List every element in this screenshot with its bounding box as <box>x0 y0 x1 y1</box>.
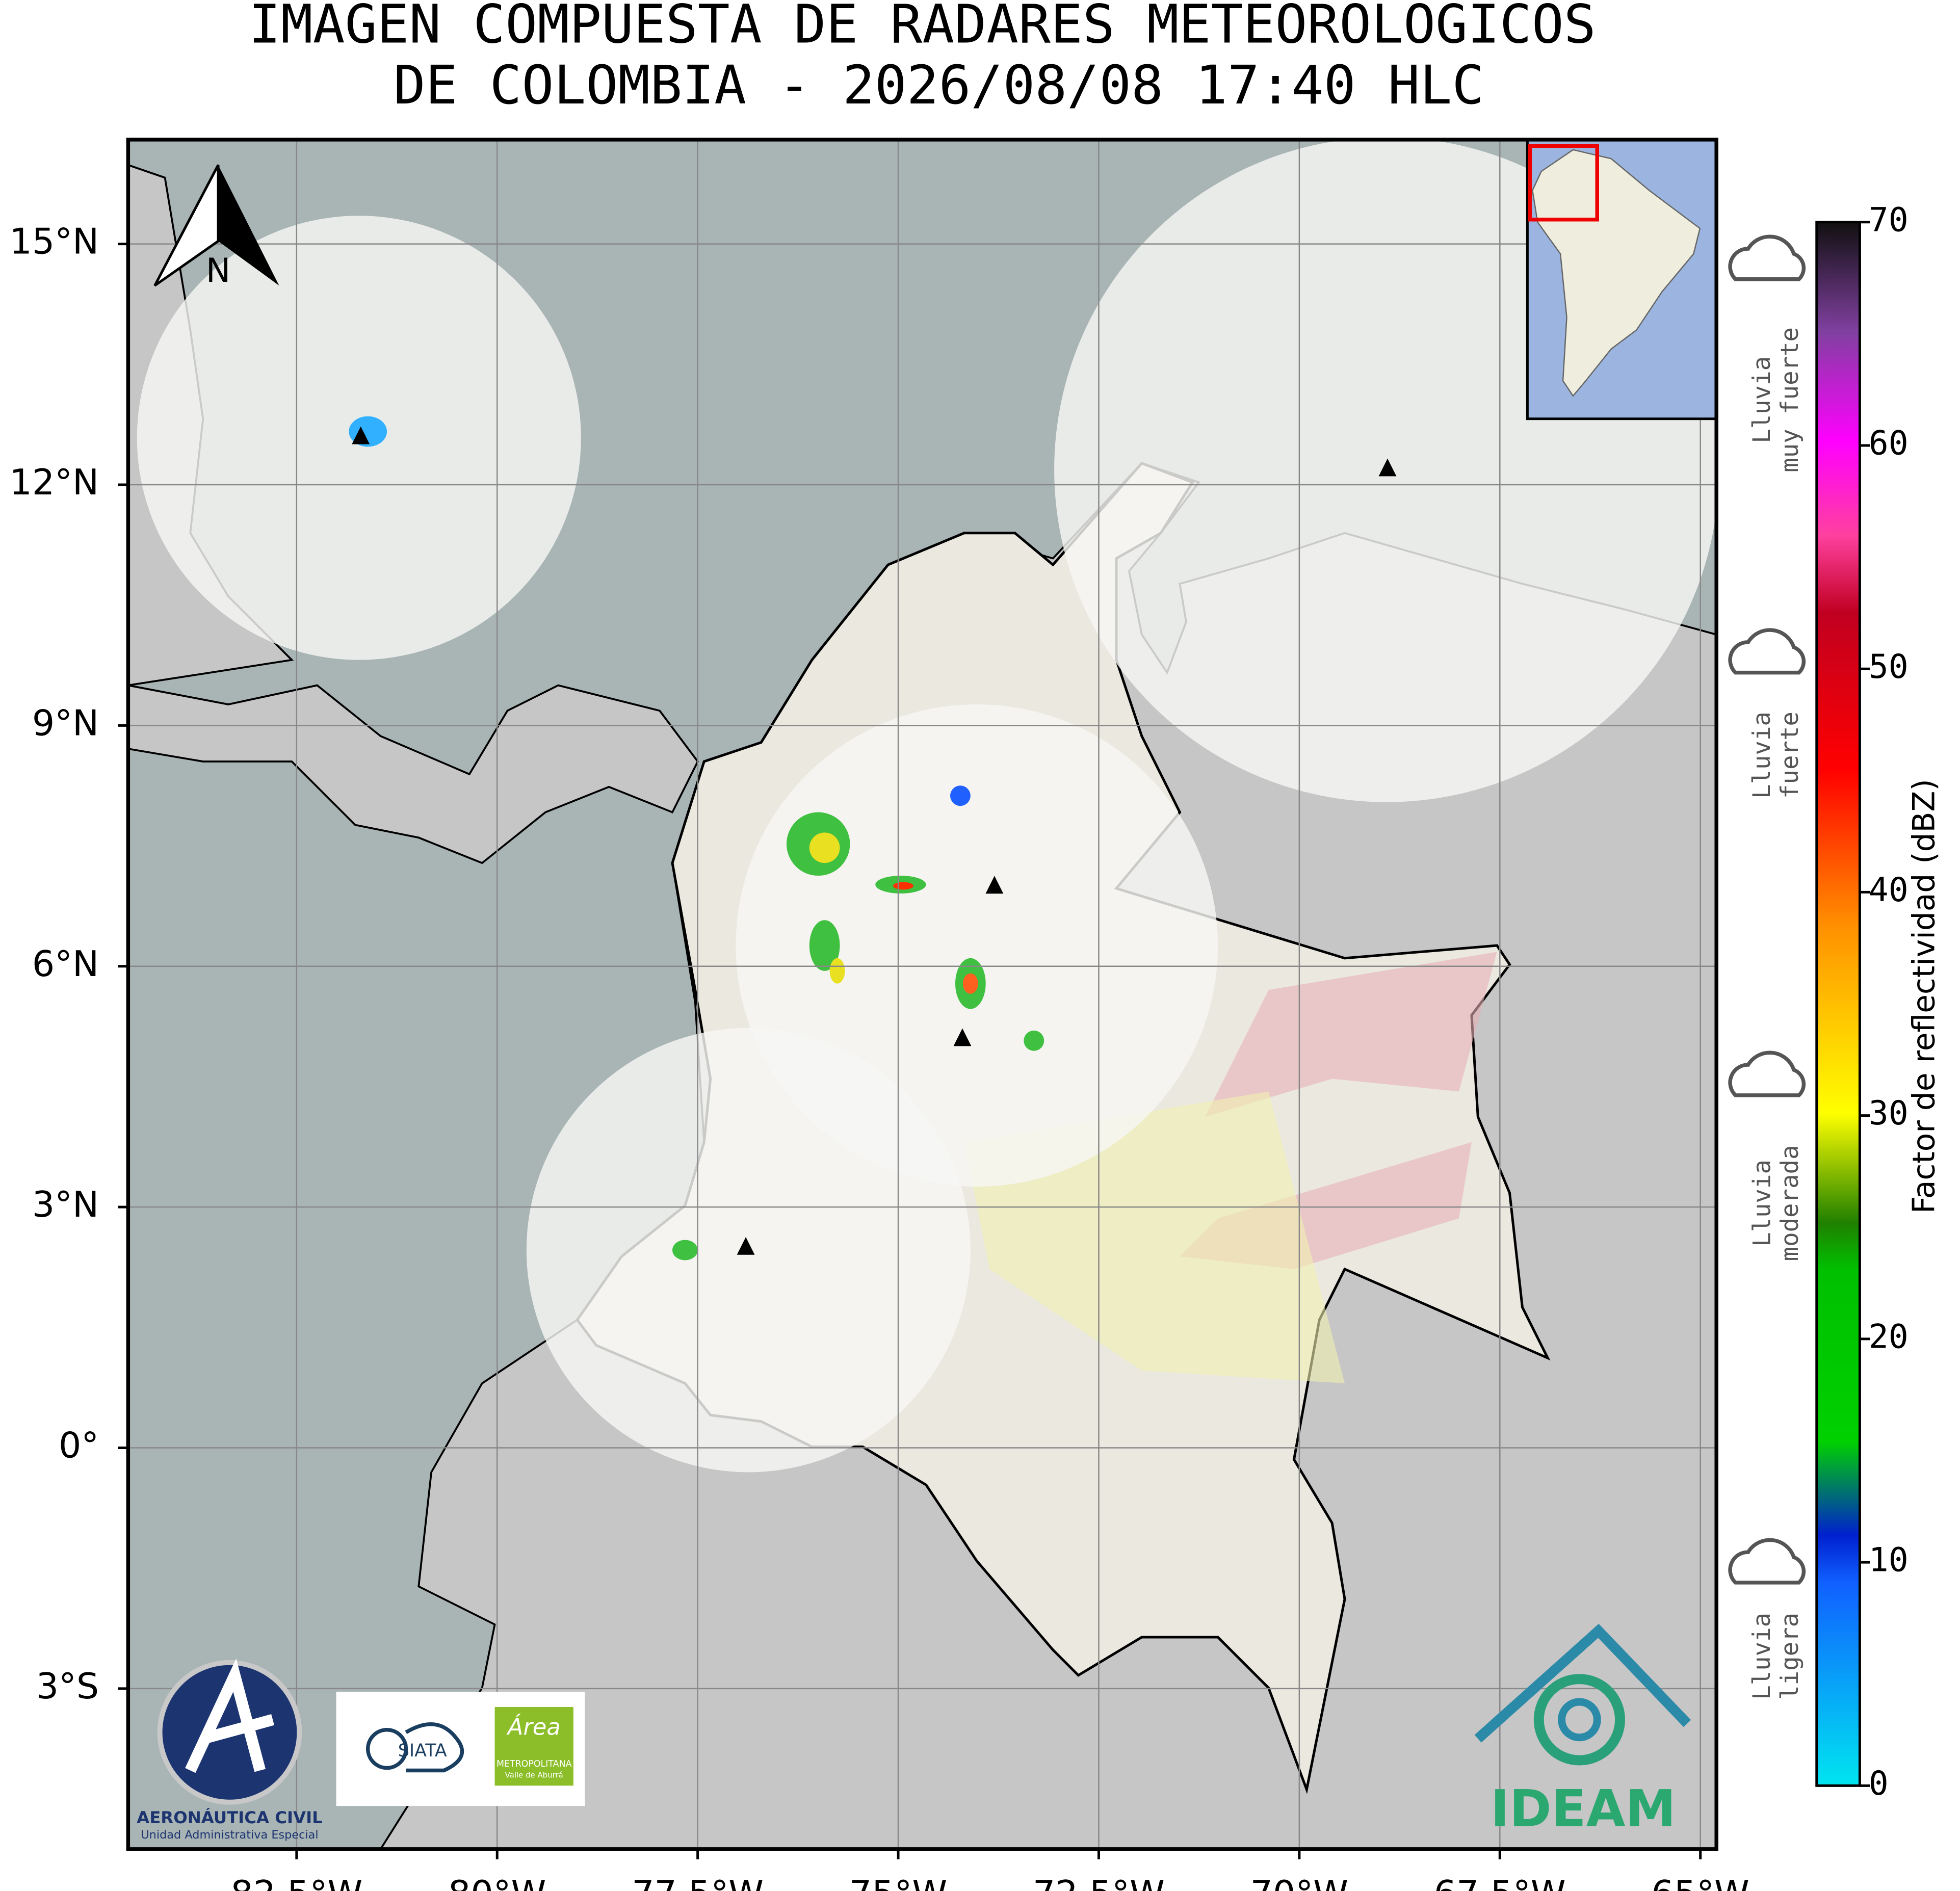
title-line: DE COLOMBIA - 2026/08/08 17:40 HLC <box>394 54 1484 116</box>
x-tick-label: 80°W <box>448 1873 546 1891</box>
rain-level-label: Lluvia <box>1748 1160 1776 1247</box>
logo-text: METROPOLITANA <box>496 1759 572 1769</box>
rain-icons <box>1728 234 1806 1585</box>
colorbar-tick-label: 30 <box>1869 1094 1909 1133</box>
inset-map <box>1526 139 1717 421</box>
radar-site <box>737 1237 755 1255</box>
title-line: IMAGEN COMPUESTA DE RADARES METEOROLOGIC… <box>249 0 1596 56</box>
x-tick-label: 77.5°W <box>632 1873 764 1891</box>
colorbar-tick-label: 40 <box>1869 871 1909 909</box>
logo-text: Unidad Administrativa Especial <box>141 1828 318 1842</box>
x-tick-label: 65°W <box>1652 1873 1749 1891</box>
map-area <box>128 139 1717 1849</box>
rain-icon <box>1728 1050 1806 1097</box>
rain-icon <box>1728 234 1806 281</box>
logo-text: Área <box>506 1713 561 1740</box>
logo-ideam <box>1474 1623 1691 1766</box>
rain-level-label: moderada <box>1776 1145 1804 1262</box>
logo-text: SIATA <box>398 1741 447 1761</box>
north-label: N <box>206 252 230 290</box>
logo-siata <box>365 1722 464 1773</box>
x-tick-label: 70°W <box>1250 1873 1348 1891</box>
y-tick-label: 3°N <box>32 1184 99 1225</box>
rain-icon <box>1728 628 1806 675</box>
colorbar-label: Factor de reflectividad (dBZ) <box>1906 779 1942 1214</box>
colorbar-tick-label: 20 <box>1869 1318 1909 1356</box>
radar-site <box>953 1028 972 1046</box>
x-tick-label: 72.5°W <box>1033 1873 1165 1891</box>
x-tick-label: 82.5°W <box>230 1873 362 1891</box>
rain-level-label: Lluvia <box>1748 356 1776 443</box>
rain-level-label: Lluvia <box>1748 1613 1776 1700</box>
radar-site <box>352 426 370 444</box>
map-frame <box>126 138 1718 1851</box>
colorbar-tick-label: 50 <box>1869 648 1909 686</box>
logo-text: Valle de Aburrá <box>505 1770 563 1779</box>
colorbar-tick-label: 70 <box>1869 201 1909 239</box>
y-tick-label: 15°N <box>10 221 99 262</box>
logo-text: AERONÁUTICA CIVIL <box>137 1808 323 1827</box>
rain-field <box>1205 952 1497 1117</box>
y-tick-label: 3°S <box>36 1666 99 1707</box>
y-tick-label: 9°N <box>32 702 99 744</box>
x-tick-label: 75°W <box>849 1873 947 1891</box>
radar-site <box>1378 458 1397 477</box>
land <box>128 684 699 864</box>
rain-level-label: fuerte <box>1776 712 1804 799</box>
colorbar-tick-label: 10 <box>1869 1541 1909 1580</box>
x-tick-label: 67.5°W <box>1434 1873 1566 1891</box>
logo-aeronautica <box>157 1659 302 1805</box>
rain-level-label: ligera <box>1776 1613 1804 1700</box>
logo-area <box>494 1706 573 1786</box>
colorbar-tick-label: 0 <box>1869 1765 1889 1803</box>
rain-level-label: Lluvia <box>1748 712 1776 799</box>
logo-text: IDEAM <box>1491 1780 1676 1839</box>
coverage <box>736 704 1218 1187</box>
y-tick-label: 0° <box>59 1425 99 1466</box>
y-tick-label: 6°N <box>32 943 99 985</box>
rain-icon <box>1728 1538 1806 1585</box>
colorbar-tick-label: 60 <box>1869 425 1909 463</box>
radar-site <box>985 876 1004 894</box>
y-tick-label: 12°N <box>10 462 99 503</box>
rain-level-label: muy fuerte <box>1776 327 1804 472</box>
colorbar <box>1815 221 1861 1787</box>
grid <box>128 139 1717 1849</box>
echoes <box>349 416 1044 1260</box>
